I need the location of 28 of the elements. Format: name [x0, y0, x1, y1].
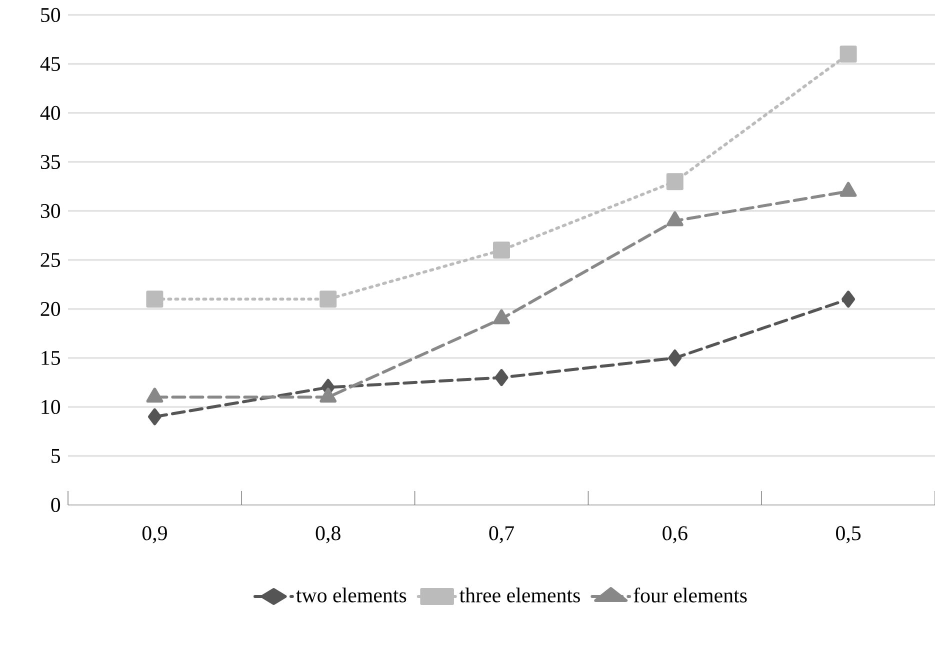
- y-tick-label: 20: [40, 302, 60, 316]
- y-tick-label: 50: [41, 8, 60, 22]
- point: [668, 349, 682, 366]
- point: [494, 369, 508, 386]
- y-tick-label: 30: [40, 204, 60, 218]
- point: [148, 408, 162, 426]
- x-tick-label: 0,6: [662, 526, 688, 544]
- point: [840, 46, 857, 63]
- y-tick-label: 10: [42, 400, 60, 414]
- y-tick-label: 35: [40, 154, 60, 170]
- y-tick-label: 0: [51, 498, 60, 512]
- legend-label: three elements: [459, 588, 580, 602]
- x-tick-label: 0,7: [489, 526, 514, 544]
- y-tick-label: 5: [52, 449, 60, 463]
- x-tick-label: 0,5: [836, 526, 861, 544]
- point: [320, 290, 337, 308]
- y-tick-label: 40: [40, 106, 60, 120]
- point: [146, 290, 164, 308]
- legend-label: four elements: [634, 588, 747, 603]
- legend-label: two elements: [296, 588, 406, 602]
- point: [666, 173, 684, 190]
- point: [842, 290, 856, 308]
- point: [493, 242, 510, 259]
- y-tick-label: 25: [40, 252, 60, 268]
- x-tick-label: 0,8: [316, 526, 340, 544]
- y-tick-label: 15: [42, 350, 60, 365]
- x-tick-label: 0,9: [142, 526, 167, 544]
- y-tick-label: 45: [40, 57, 60, 71]
